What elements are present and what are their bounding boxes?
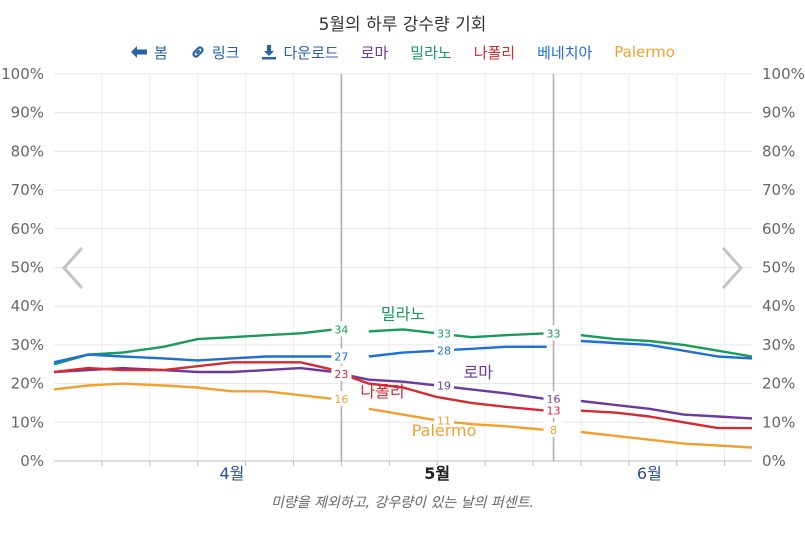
value-label-bg	[434, 342, 455, 358]
link-icon	[192, 46, 204, 58]
download-button[interactable]: 다운로드	[261, 42, 339, 63]
series-name-label: 나폴리	[360, 382, 404, 401]
y-tick-label-right: 90%	[762, 104, 795, 122]
series-line-4	[53, 382, 335, 401]
series-line-4	[580, 430, 753, 449]
y-tick-label-right: 60%	[762, 220, 795, 238]
value-label-bg	[543, 402, 564, 418]
y-tick-label-left: 0%	[20, 452, 44, 470]
value-label: 33	[547, 327, 561, 340]
y-tick-label-right: 0%	[762, 452, 786, 470]
legend-item-venezia[interactable]: 베네치아	[537, 43, 593, 62]
toolbar: 봄 링크 다운로드 로마 밀라노 나폴리 베네치아 Palermo	[0, 40, 805, 64]
y-tick-label-left: 10%	[11, 413, 44, 431]
value-label-bg	[331, 391, 352, 407]
chart-series	[53, 328, 753, 449]
series-line-0	[580, 399, 753, 420]
y-tick-label-right: 40%	[762, 297, 795, 315]
x-month-label: 5월	[424, 464, 450, 483]
series-line-4	[368, 407, 547, 432]
series-line-1	[368, 328, 547, 339]
series-line-1	[53, 328, 335, 366]
x-month-label: 6월	[637, 464, 662, 483]
legend-item-palermo[interactable]: Palermo	[614, 43, 675, 61]
value-label-bg	[543, 325, 564, 341]
y-tick-label-left: 60%	[11, 220, 44, 238]
y-tick-label-left: 30%	[11, 336, 44, 354]
y-tick-label-left: 100%	[1, 65, 44, 83]
value-label-bg	[331, 321, 352, 337]
value-label-bg	[543, 391, 564, 407]
download-icon	[262, 45, 277, 60]
y-tick-label-right: 30%	[762, 336, 795, 354]
link-label: 링크	[211, 43, 240, 62]
chart-title: 5월의 하루 강수량 기회	[318, 15, 487, 35]
y-tick-label-left: 80%	[11, 142, 44, 160]
value-label-bg	[331, 365, 352, 381]
y-tick-label-right: 20%	[762, 375, 795, 393]
series-line-3	[580, 339, 753, 360]
chevron-right-icon[interactable]	[719, 245, 745, 291]
link-button[interactable]: 링크	[190, 42, 240, 63]
value-label: 19	[437, 380, 451, 393]
y-tick-label-left: 70%	[11, 181, 44, 199]
legend-item-napoli[interactable]: 나폴리	[473, 43, 516, 62]
value-label-bg	[434, 325, 455, 341]
value-label: 8	[550, 424, 557, 437]
x-month-label: 4월	[219, 464, 244, 483]
chevron-left-icon[interactable]	[60, 245, 86, 291]
value-label: 34	[334, 323, 348, 336]
back-label: 봄	[154, 43, 168, 62]
y-tick-label-right: 80%	[762, 142, 795, 160]
chart-axes: 0% 0% 10% 10% 20% 20% 30% 30% 40% 40% 50% 50% 60% 60%…	[1, 65, 805, 483]
value-label: 33	[437, 327, 451, 340]
y-tick-label-left: 50%	[11, 259, 44, 277]
legend-item-roma[interactable]: 로마	[360, 43, 389, 62]
series-name-label: 로마	[464, 363, 494, 382]
chart-grid	[54, 73, 752, 462]
value-label: 13	[547, 405, 561, 418]
series-line-3	[368, 345, 547, 358]
y-tick-label-right: 100%	[762, 65, 805, 83]
series-line-2	[53, 361, 547, 412]
series-line-1	[580, 334, 753, 358]
value-label-bg	[434, 377, 455, 393]
chart-caption: 미량을 제외하고, 강우량이 있는 날의 퍼센트.	[271, 495, 534, 511]
series-line-2	[580, 409, 752, 430]
y-tick-label-right: 70%	[762, 181, 795, 199]
y-tick-label-left: 90%	[11, 104, 44, 122]
series-line-3	[53, 353, 335, 364]
legend-item-milano[interactable]: 밀라노	[410, 43, 452, 62]
arrow-left-icon	[131, 46, 148, 58]
y-tick-label-right: 50%	[762, 259, 795, 277]
value-label-bg	[331, 348, 352, 364]
chart-labels: 231619로마343333밀라노2313나폴리272816118Palermo	[331, 305, 564, 440]
value-label: 27	[334, 351, 348, 364]
series-name-label: 밀라노	[381, 305, 425, 324]
value-label: 23	[334, 368, 348, 381]
y-tick-label-left: 20%	[11, 375, 44, 393]
value-label-bg	[543, 422, 564, 438]
value-label-bg	[434, 412, 455, 428]
y-tick-label-right: 10%	[762, 413, 795, 431]
y-tick-label-left: 40%	[11, 297, 44, 315]
download-label: 다운로드	[283, 43, 339, 62]
value-label: 11	[437, 414, 451, 427]
value-label: 16	[334, 393, 348, 406]
series-name-label: Palermo	[412, 421, 477, 440]
back-button[interactable]: 봄	[130, 42, 168, 63]
value-label: 28	[437, 345, 451, 358]
